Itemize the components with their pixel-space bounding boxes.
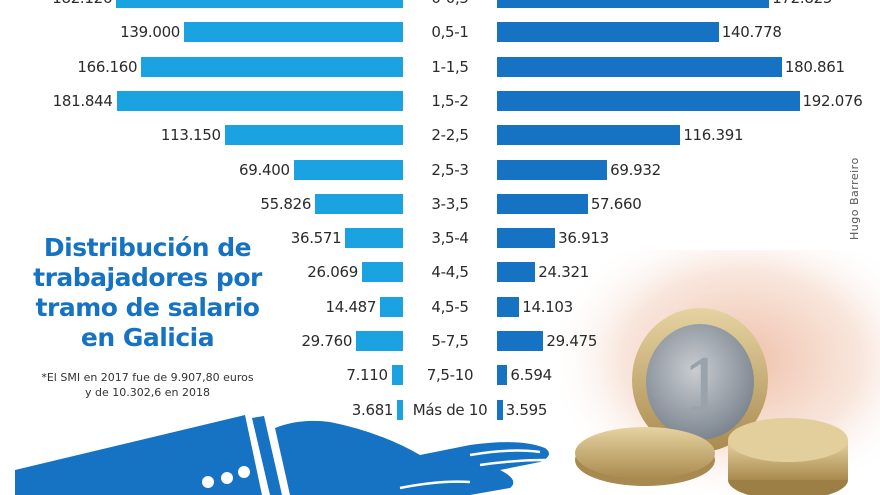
title-line: tramo de salario <box>35 293 260 322</box>
one-euro-coin: 1 <box>632 308 768 452</box>
category-label: 3-3,5 <box>431 194 469 213</box>
author-credit: Hugo Barreiro <box>848 157 861 240</box>
category-label: 2,5-3 <box>431 160 469 179</box>
bar-2017 <box>380 296 403 317</box>
hand-icon <box>15 415 549 495</box>
value-label-2017: 29.760 <box>301 332 353 350</box>
title-line: trabajadores por <box>33 263 262 292</box>
cuff-shape <box>252 416 282 495</box>
footnote-line: *El SMI en 2017 fue de 9.907,80 euros <box>41 371 254 384</box>
bar-2017 <box>356 331 403 351</box>
sleeve-shape <box>15 415 262 495</box>
category-label: 2-2,5 <box>431 126 469 145</box>
bar-2018 <box>497 90 800 111</box>
coins-photo: 1 <box>560 250 880 495</box>
value-label-2017: 3.681 <box>351 400 394 419</box>
value-label-2018: 180.861 <box>784 57 845 76</box>
value-label-2017: 181.844 <box>52 91 113 110</box>
value-label-2018: 192.076 <box>802 91 863 110</box>
title-line: en Galicia <box>80 323 215 352</box>
value-label-2018: 14.103 <box>522 297 573 316</box>
bar-2017 <box>397 399 403 420</box>
bar-2018 <box>497 0 770 8</box>
category-label: 4-4,5 <box>431 263 469 282</box>
bar-2018 <box>497 56 782 77</box>
bar-2018 <box>497 331 544 351</box>
footnote-line: y de 10.302,6 en 2018 <box>85 386 210 399</box>
value-label-2017: 7.110 <box>346 366 388 385</box>
svg-text:1: 1 <box>682 345 727 427</box>
value-label-2017: 166.160 <box>77 57 138 76</box>
bar-2017 <box>293 159 403 180</box>
cufflink-dots <box>202 466 250 488</box>
value-label-2017: 36.571 <box>290 229 342 248</box>
palm-shape <box>275 420 549 495</box>
bar-2018 <box>497 125 681 146</box>
bar-2017 <box>116 90 403 111</box>
value-label-2017: 55.826 <box>260 194 312 213</box>
category-label: 3,5-4 <box>431 229 469 248</box>
value-label-2017: 26.069 <box>307 263 358 282</box>
footnote: *El SMI en 2017 fue de 9.907,80 euros y … <box>20 370 275 400</box>
value-label-2017: 139.000 <box>120 23 181 42</box>
chart-title: Distribución de trabajadores por tramo d… <box>20 233 275 353</box>
value-label-2017: 14.487 <box>325 297 377 316</box>
bar-2017 <box>345 228 403 249</box>
value-label-2018: 69.932 <box>610 160 661 179</box>
bar-2018 <box>497 159 608 180</box>
category-label: 1-1,5 <box>431 57 469 76</box>
bar-2017 <box>391 365 403 386</box>
value-label-2018: 116.391 <box>683 126 744 145</box>
bar-2017 <box>224 125 403 146</box>
value-label-2018: 29.475 <box>546 332 598 350</box>
bar-2018 <box>497 262 536 283</box>
value-label-2018: 24.321 <box>538 263 589 282</box>
coin-stack <box>728 418 848 495</box>
value-label-2018: 3.595 <box>505 400 548 419</box>
value-label-2018: 172.825 <box>772 0 832 8</box>
bar-2017 <box>361 262 403 283</box>
category-label: 1,5-2 <box>431 91 469 110</box>
category-label: Más de 10 <box>412 400 488 419</box>
value-label-2017: 113.150 <box>160 126 221 145</box>
flat-coin <box>575 427 715 486</box>
title-line: Distribución de <box>43 233 252 262</box>
bar-2018 <box>497 399 503 420</box>
category-label: 4,5-5 <box>431 297 469 316</box>
bar-2017 <box>184 22 403 43</box>
category-label: 0,5-1 <box>431 23 469 42</box>
bar-2018 <box>497 228 556 249</box>
bar-2018 <box>497 296 520 317</box>
value-label-2018: 57.660 <box>590 194 642 213</box>
value-label-2017: 182.126 <box>22 0 112 8</box>
value-label-2018: 140.778 <box>721 23 782 42</box>
bar-2018 <box>497 22 719 43</box>
bar-2018 <box>497 365 508 386</box>
value-label-2017: 69.400 <box>239 160 290 179</box>
value-label-2018: 6.594 <box>510 366 552 385</box>
category-label: 7,5-10 <box>426 366 474 385</box>
bar-2017 <box>315 193 403 214</box>
category-label: 5-7,5 <box>431 332 469 350</box>
bar-2018 <box>497 193 588 214</box>
value-label-2018: 36.913 <box>558 229 609 248</box>
bar-2017 <box>116 0 403 8</box>
bar-2017 <box>141 56 403 77</box>
category-label: 0-0,5 <box>405 0 495 8</box>
